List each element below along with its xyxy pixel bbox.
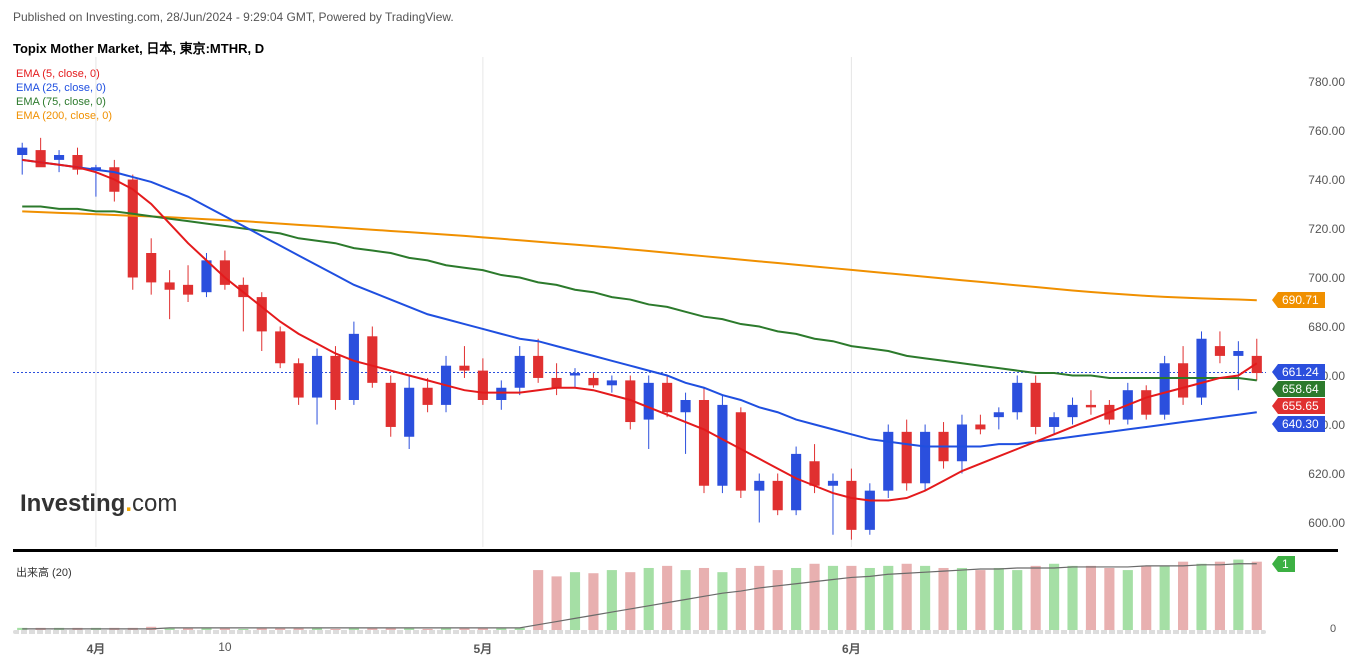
volume-zero-label: 0 <box>1330 623 1336 635</box>
x-axis: 4月 10 5月 6月 <box>13 640 1266 660</box>
y-tick-label: 620.00 <box>1308 467 1345 481</box>
price-tag: 640.30 <box>1278 416 1325 432</box>
y-tick-label: 780.00 <box>1308 75 1345 89</box>
logo-brand: Investing <box>20 490 125 517</box>
y-tick-label: 760.00 <box>1308 124 1345 138</box>
logo-suffix: com <box>132 490 177 517</box>
pane-divider[interactable] <box>13 549 1338 552</box>
volume-pane[interactable] <box>13 556 1266 631</box>
y-tick-label: 680.00 <box>1308 320 1345 334</box>
x-tick-label: 4月 <box>87 640 106 657</box>
price-chart[interactable] <box>13 57 1266 547</box>
y-tick-label: 700.00 <box>1308 271 1345 285</box>
price-tag: 658.64 <box>1278 381 1325 397</box>
x-tick-label: 10 <box>218 640 231 654</box>
price-tag: 655.65 <box>1278 398 1325 414</box>
x-tick-label: 6月 <box>842 640 861 657</box>
y-tick-label: 720.00 <box>1308 222 1345 236</box>
price-tag: 1 <box>1278 556 1295 572</box>
publish-info: Published on Investing.com, 28/Jun/2024 … <box>13 10 454 24</box>
y-tick-label: 740.00 <box>1308 173 1345 187</box>
chart-title: Topix Mother Market, 日本, 東京:MTHR, D <box>13 38 264 57</box>
price-tag: 690.71 <box>1278 292 1325 308</box>
y-tick-label: 600.00 <box>1308 516 1345 530</box>
investing-logo: Investing.com <box>20 490 177 518</box>
price-tag: 661.24 <box>1278 364 1325 380</box>
x-tick-label: 5月 <box>474 640 493 657</box>
time-scroll[interactable] <box>13 630 1266 634</box>
